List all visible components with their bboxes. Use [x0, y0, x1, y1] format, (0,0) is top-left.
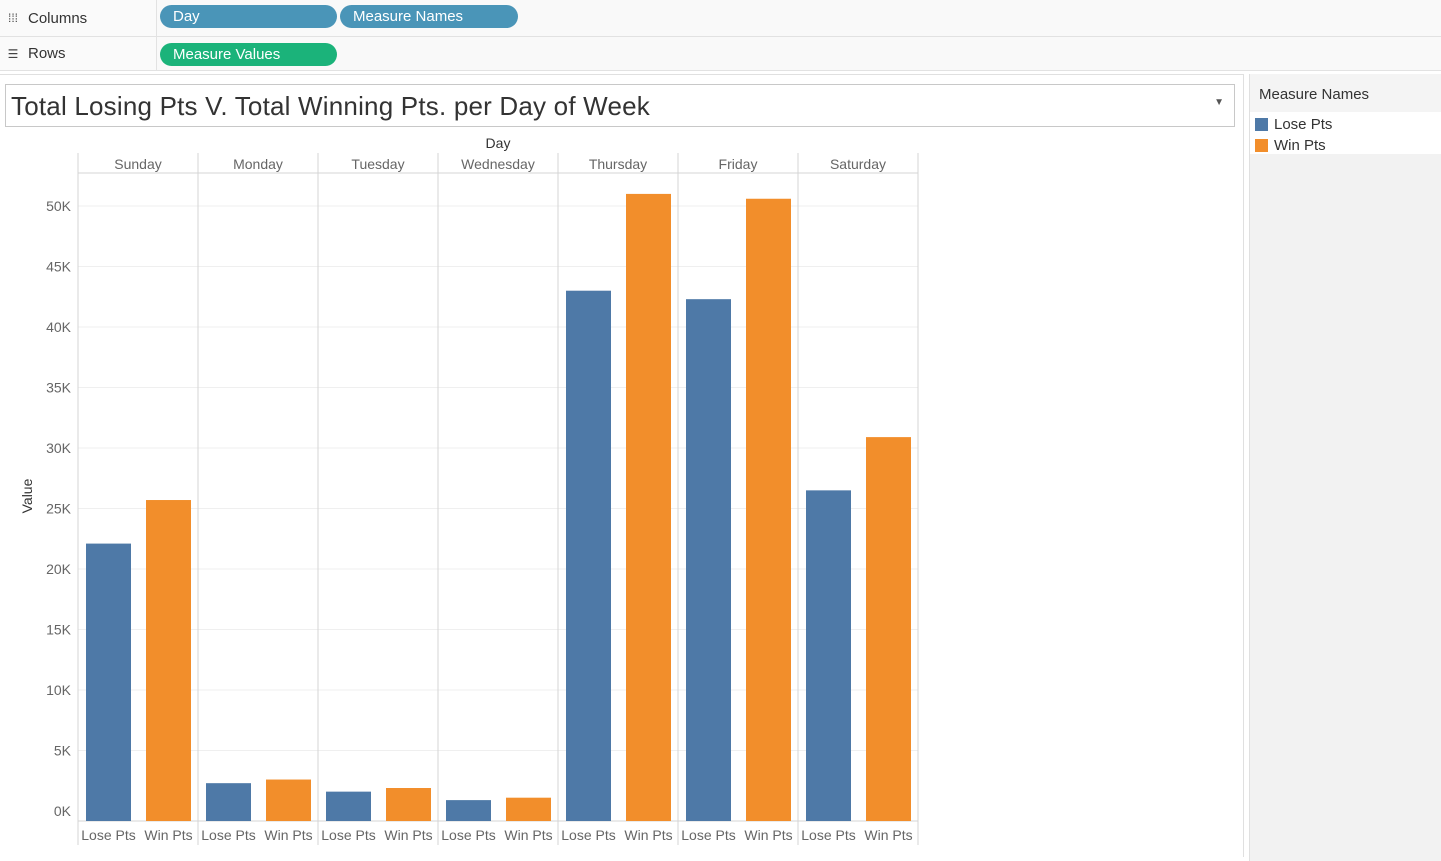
y-axis-title: Value	[19, 478, 35, 513]
y-tick-label: 0K	[54, 803, 72, 819]
day-header-label: Saturday	[830, 156, 886, 172]
x-sub-label: Lose Pts	[681, 827, 735, 843]
x-axis-title: Day	[486, 135, 511, 151]
x-sub-label: Win Pts	[264, 827, 312, 843]
y-tick-label: 40K	[46, 319, 72, 335]
legend-swatch-win-pts	[1255, 138, 1268, 152]
day-header-label: Thursday	[589, 156, 647, 172]
x-sub-label: Lose Pts	[81, 827, 135, 843]
columns-icon: ⁞⁞⁞	[7, 11, 18, 25]
pill-measure-values-label: Measure Values	[173, 46, 281, 63]
x-sub-label: Win Pts	[504, 827, 552, 843]
legend-item-win-pts[interactable]: Win Pts	[1255, 136, 1326, 154]
bar-win-pts	[626, 193, 671, 821]
pill-measure-names[interactable]: Measure Names	[340, 5, 518, 28]
y-tick-label: 45K	[46, 259, 72, 275]
x-sub-label: Win Pts	[624, 827, 672, 843]
bar-win-pts	[146, 500, 191, 821]
y-tick-label: 5K	[54, 743, 72, 759]
bar-lose-pts	[806, 490, 851, 821]
bar-win-pts	[266, 779, 311, 821]
day-header-label: Wednesday	[461, 156, 535, 172]
legend-swatch-lose-pts	[1255, 117, 1268, 131]
y-tick-label: 30K	[46, 440, 72, 456]
x-sub-label: Lose Pts	[441, 827, 495, 843]
legend-title: Measure Names	[1259, 86, 1370, 103]
x-sub-label: Win Pts	[144, 827, 192, 843]
legend-item-label: Win Pts	[1274, 136, 1326, 154]
day-header-label: Monday	[233, 156, 283, 172]
bar-lose-pts	[86, 543, 131, 821]
y-tick-label: 15K	[46, 622, 72, 638]
y-tick-label: 35K	[46, 380, 72, 396]
x-sub-label: Win Pts	[384, 827, 432, 843]
legend-list: Lose Pts Win Pts	[1250, 112, 1441, 154]
x-sub-label: Lose Pts	[321, 827, 375, 843]
x-sub-label: Win Pts	[864, 827, 912, 843]
bar-lose-pts	[566, 290, 611, 821]
rows-shelf-label: ☰ Rows	[0, 37, 157, 70]
y-tick-label: 50K	[46, 198, 72, 214]
columns-shelf: ⁞⁞⁞ Columns Day Measure Names	[0, 0, 1441, 37]
y-tick-label: 10K	[46, 682, 72, 698]
worksheet-view: Total Losing Pts V. Total Winning Pts. p…	[0, 74, 1244, 857]
x-sub-label: Lose Pts	[201, 827, 255, 843]
bar-win-pts	[386, 788, 431, 821]
pill-measure-values[interactable]: Measure Values	[160, 43, 337, 66]
day-header-label: Sunday	[114, 156, 161, 172]
rows-icon: ☰	[7, 46, 19, 61]
bar-lose-pts	[206, 783, 251, 821]
legend-panel: Measure Names Lose Pts Win Pts	[1249, 74, 1441, 861]
bar-win-pts	[746, 198, 791, 821]
legend-header: Measure Names	[1250, 74, 1441, 113]
bar-lose-pts	[326, 791, 371, 821]
y-tick-label: 20K	[46, 561, 72, 577]
x-sub-label: Lose Pts	[561, 827, 615, 843]
y-tick-label: 25K	[46, 501, 72, 517]
rows-label: Rows	[28, 45, 66, 62]
worksheet-title-box[interactable]: Total Losing Pts V. Total Winning Pts. p…	[5, 84, 1235, 127]
bar-win-pts	[506, 797, 551, 821]
legend-item-lose-pts[interactable]: Lose Pts	[1255, 115, 1332, 133]
worksheet-title: Total Losing Pts V. Total Winning Pts. p…	[11, 91, 650, 121]
columns-shelf-label: ⁞⁞⁞ Columns	[0, 0, 157, 36]
rows-shelf: ☰ Rows Measure Values	[0, 37, 1441, 71]
pill-day[interactable]: Day	[160, 5, 337, 28]
bar-lose-pts	[686, 299, 731, 821]
bar-lose-pts	[446, 800, 491, 821]
x-sub-label: Lose Pts	[801, 827, 855, 843]
chevron-down-icon[interactable]: ▼	[1214, 97, 1224, 108]
legend-item-label: Lose Pts	[1274, 115, 1333, 133]
day-header-label: Friday	[719, 156, 758, 172]
bar-win-pts	[866, 437, 911, 821]
bar-chart: Day 0K 5K 10K 15K 20K 25K 30K 35K 40K 45K 50K Value S…	[19, 135, 919, 845]
pill-day-label: Day	[173, 8, 200, 25]
columns-label: Columns	[28, 9, 88, 27]
day-header-label: Tuesday	[351, 156, 404, 172]
x-sub-label: Win Pts	[744, 827, 792, 843]
pill-measure-names-label: Measure Names	[353, 8, 464, 25]
